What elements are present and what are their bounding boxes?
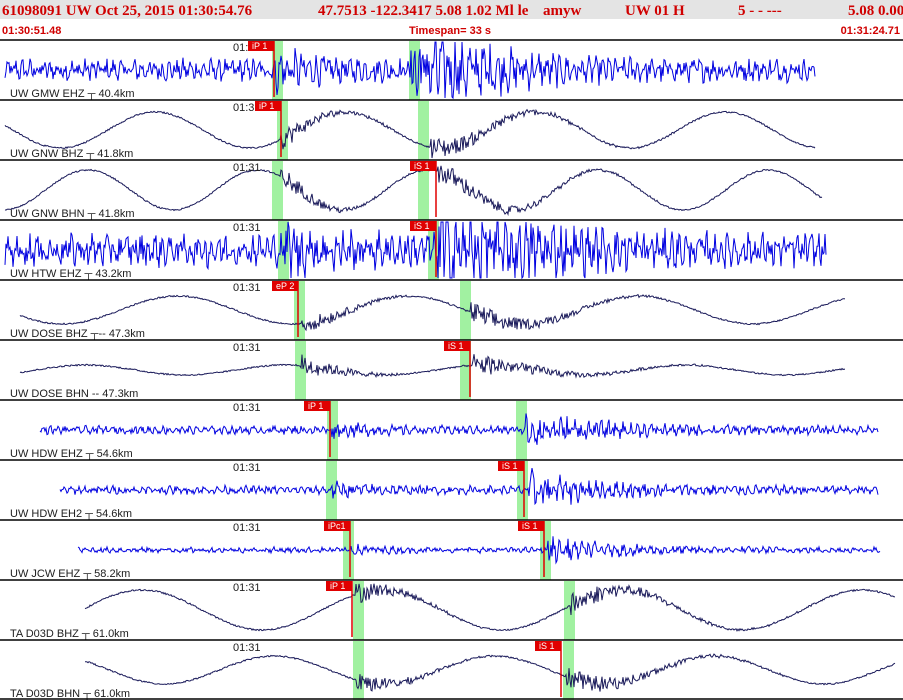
- pick-window: [277, 101, 288, 160]
- timespan: Timespan= 33 s: [409, 25, 491, 37]
- pick-label: iS 1: [539, 641, 555, 651]
- quality: 5 - - ---: [738, 3, 782, 19]
- time-label: 01:31: [233, 162, 261, 174]
- waveform: [4, 41, 816, 100]
- waveform: [4, 108, 816, 159]
- pick-window: [540, 521, 551, 580]
- pick-window: [272, 41, 283, 100]
- time-label: 01:31: [233, 642, 261, 654]
- pick-label: iS 1: [522, 521, 538, 531]
- time-label: 01:31: [233, 522, 261, 534]
- pick-flag: [304, 401, 330, 411]
- channel-label: UW GNW BHZ ┬ 41.8km: [10, 148, 133, 161]
- channel-label: TA D03D BHN ┬ 61.0km: [10, 688, 130, 700]
- channel-label: UW GNW BHN ┬ 41.8km: [10, 208, 135, 221]
- pick-label: iS 1: [414, 221, 430, 231]
- pick-window: [353, 641, 364, 700]
- pick-flag: [518, 521, 544, 531]
- start-time: 01:30:51.48: [2, 25, 61, 37]
- pick-flag: [535, 641, 561, 651]
- pick-label: iP 1: [252, 41, 267, 51]
- pick-window: [326, 461, 337, 520]
- pick-window: [418, 101, 429, 160]
- time-label: 01:31: [233, 342, 261, 354]
- channel-label: TA D03D BHZ ┬ 61.0km: [10, 628, 129, 641]
- pick-label: eP 2: [276, 281, 294, 291]
- channel-label: UW DOSE BHN -- 47.3km: [10, 388, 138, 400]
- header-bar: [0, 0, 903, 19]
- pick-label: iS 1: [448, 341, 464, 351]
- trace-panel: 01:31 UW DOSE BHZ ┬-- 47.3km eP 2: [0, 279, 903, 341]
- waveform: [85, 653, 896, 692]
- trace-panel: 01:31 UW HDW EHZ ┬ 54.6km iP 1: [0, 399, 903, 461]
- pick-label: iS 1: [502, 461, 518, 471]
- pick-window: [353, 581, 364, 640]
- waveform: [39, 413, 879, 445]
- pick-window: [295, 341, 306, 400]
- channel-label: UW HDW EHZ ┬ 54.6km: [10, 448, 133, 461]
- waveform: [4, 221, 827, 280]
- waveform: [77, 536, 881, 565]
- pick-label: iP 1: [259, 101, 274, 111]
- channel-label: UW JCW EHZ ┬ 58.2km: [10, 568, 130, 581]
- waveform: [59, 468, 879, 506]
- location-info: 47.7513 -122.3417 5.08 1.02 Ml le: [318, 3, 529, 19]
- waveform: [84, 583, 896, 632]
- trace-panel: 01:31 UW HDW EH2 ┬ 54.6km iS 1: [0, 459, 903, 521]
- source: UW 01 H: [625, 3, 685, 19]
- pick-flag: [410, 221, 436, 231]
- time-label: 01:31: [233, 402, 261, 414]
- pick-window: [564, 581, 575, 640]
- time-label: 01:31: [233, 222, 261, 234]
- trace-panel: 01:31 UW HTW EHZ ┬ 43.2km iS 1: [0, 219, 903, 281]
- channel-label: UW GMW EHZ ┬ 40.4km: [10, 88, 135, 101]
- pick-label: iS 1: [414, 161, 430, 171]
- waveform: [19, 293, 846, 332]
- pick-window: [409, 41, 420, 100]
- pick-label: iP 1: [308, 401, 323, 411]
- trace-panel: 01:31 UW DOSE BHN -- 47.3km iS 1: [0, 339, 903, 400]
- time-label: 01:31: [233, 462, 261, 474]
- pick-flag: [248, 41, 274, 51]
- event-info: 61098091 UW Oct 25, 2015 01:30:54.76: [2, 3, 253, 19]
- pick-flag: [444, 341, 470, 351]
- analyst: amyw: [543, 3, 581, 19]
- trace-panel: 01:31 UW GNW BHN ┬ 41.8km iS 1: [0, 159, 903, 221]
- time-label: 01:31: [233, 102, 261, 114]
- pick-window: [428, 221, 439, 280]
- pick-flag: [255, 101, 281, 111]
- time-label: 01:31: [233, 582, 261, 594]
- channel-label: UW DOSE BHZ ┬-- 47.3km: [10, 328, 145, 341]
- trace-panel: 01:31 UW JCW EHZ ┬ 58.2km iPc1 iS 1: [0, 519, 903, 581]
- pick-label: iPc1: [328, 521, 346, 531]
- pick-label: iP 1: [330, 581, 345, 591]
- pick-window: [294, 281, 305, 340]
- time-label: 01:31: [233, 282, 261, 294]
- pick-flag: [272, 281, 298, 291]
- pick-flag: [498, 461, 524, 471]
- channel-label: UW HDW EH2 ┬ 54.6km: [10, 508, 132, 521]
- waveform: [19, 354, 846, 379]
- pick-window: [418, 161, 429, 220]
- trace-panel: 01:31 UW GNW BHZ ┬ 41.8km iP 1: [0, 99, 903, 161]
- trace-panel: 01:31 TA D03D BHN ┬ 61.0km iS 1: [0, 639, 903, 700]
- pick-window: [460, 341, 471, 400]
- pick-flag: [324, 521, 350, 531]
- extra: 5.08 0.00: [848, 3, 903, 19]
- pick-window: [272, 161, 283, 220]
- trace-panel: 01:31 TA D03D BHZ ┬ 61.0km iP 1: [0, 579, 903, 641]
- channel-label: UW HTW EHZ ┬ 43.2km: [10, 268, 131, 281]
- pick-flag: [326, 581, 352, 591]
- end-time: 01:31:24.71: [841, 25, 900, 37]
- pick-flag: [410, 161, 436, 171]
- waveform: [4, 165, 823, 217]
